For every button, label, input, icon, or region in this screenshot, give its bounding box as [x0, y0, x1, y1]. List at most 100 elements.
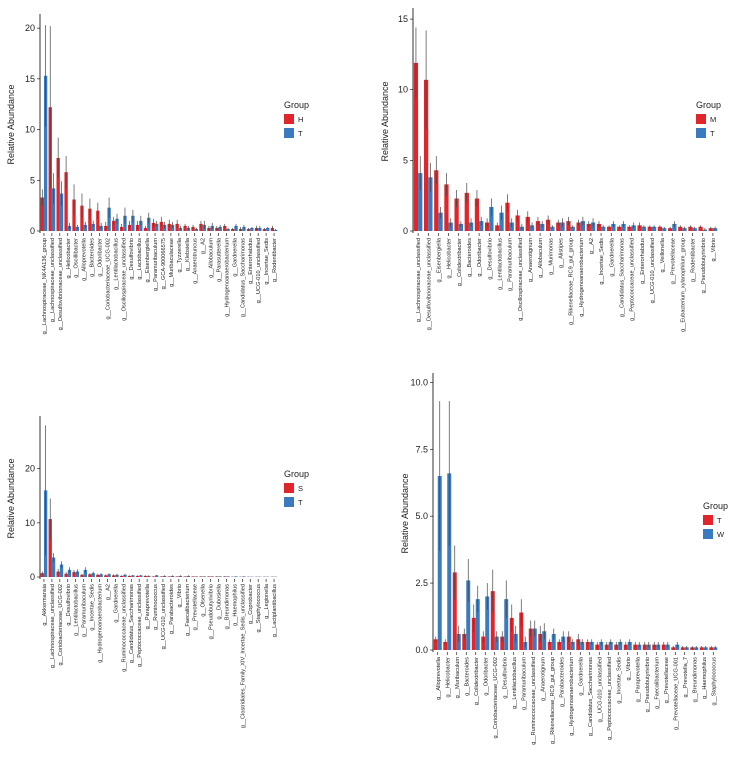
- x-tick-label: g__Gardnerella: [578, 656, 584, 695]
- x-tick-label: g__Coriobacteriaceae_UCG-002: [493, 657, 499, 738]
- bar-T-3: [462, 633, 467, 650]
- x-tick-label: g__Candidatus_Saccharimonas: [588, 657, 594, 736]
- x-tick-label: g__Peptococcaceae_unclassified: [607, 657, 613, 740]
- bar-T-14: [566, 636, 571, 650]
- bar-T-4: [75, 571, 80, 577]
- x-tick-label: g__Vibrio: [626, 657, 632, 681]
- x-tick-label: g__Klebsiella: [185, 237, 191, 271]
- bar-M-20: [617, 226, 622, 231]
- x-tick-label: g__Enterorhabdus: [248, 238, 254, 284]
- x-tick-label: g__Prevotella_7: [683, 657, 689, 697]
- bar-W-20: [627, 641, 632, 650]
- x-tick-label: g__Parasutterella: [217, 237, 223, 282]
- bar-T-26: [250, 227, 254, 231]
- x-tick-label: g__Colidextribacter: [474, 657, 480, 705]
- x-tick-label: g__Hydrogenoanaerobacterium: [569, 657, 575, 736]
- bar-T-16: [580, 221, 586, 231]
- x-tick-label: g__Bacteroides: [90, 238, 96, 277]
- bar-S-4: [72, 572, 76, 577]
- bar-T-20: [621, 223, 626, 231]
- bar-T-6: [91, 223, 95, 231]
- bar-W-1: [447, 473, 452, 650]
- bar-H-0: [40, 197, 44, 231]
- x-tick-label: g__Hydrogenoanaerobacterium: [224, 238, 230, 317]
- x-tick-label: g__Staphylococcus: [256, 584, 262, 633]
- x-tick-label: g__Gardnerella: [609, 237, 615, 276]
- bar-M-4: [454, 198, 459, 231]
- legend-label-S: S: [298, 484, 303, 493]
- x-tick-label: g__UCG-010_unclassified: [597, 657, 603, 722]
- bar-H-23: [223, 225, 227, 231]
- legend-label-M: M: [710, 115, 716, 124]
- bar-T-2: [59, 193, 64, 231]
- bar-H-2: [56, 157, 60, 231]
- bar-W-14: [570, 641, 575, 650]
- x-tick-label: g__A2: [105, 584, 111, 600]
- x-tick-label: g__Ruminococcaceae_unclassified: [121, 584, 127, 672]
- legend-swatch-T: [284, 128, 294, 138]
- bar-M-1: [423, 79, 429, 231]
- x-tick-label: g__Gardnerella: [113, 583, 119, 622]
- bar-T-16: [585, 641, 590, 650]
- bar-T-24: [234, 225, 238, 231]
- x-tick-label: g__Prevotellaceae: [193, 584, 199, 630]
- x-tick-label: g__Lentilactobacillus: [113, 238, 119, 290]
- bar-T-0: [418, 173, 423, 231]
- x-tick-label: g__UCG-010_unclassified: [256, 238, 262, 303]
- bar-T-6: [91, 573, 95, 577]
- x-tick-label: g__Prevotellaceae: [670, 238, 676, 284]
- legend-label-T: T: [298, 129, 303, 138]
- x-tick-label: g__Desulfovibrio: [66, 584, 72, 626]
- chart-panel-top-right: 0 5 10 15 Relative Abundance g__Lachnospirace…: [380, 8, 721, 332]
- bar-W-4: [475, 599, 480, 650]
- bar-T-9: [115, 218, 119, 231]
- bar-H-18: [183, 225, 187, 231]
- bar-T-12: [139, 575, 143, 577]
- x-tick-label: g__Rikenellaceae_RC9_gut_group: [550, 657, 556, 744]
- y-tick-label: 5: [403, 155, 408, 165]
- bar-W-19: [618, 641, 623, 650]
- bar-M-3: [444, 184, 449, 231]
- x-tick-label: g__Faecalibacterium: [654, 657, 660, 709]
- bar-M-15: [566, 221, 571, 231]
- bar-S-0: [40, 573, 44, 577]
- bar-T-16: [170, 224, 175, 231]
- bar-T-8: [107, 574, 111, 577]
- legend: Group TW: [703, 501, 728, 539]
- x-tick-label: g__Candidatus_Saccharimonas: [129, 584, 135, 663]
- bar-W-15: [580, 641, 585, 650]
- bar-W-13: [561, 636, 566, 650]
- y-tick-label: 0: [403, 226, 408, 236]
- x-tick-label: g__Pseudobutyrivibrio: [645, 657, 651, 712]
- bar-T-2: [438, 212, 443, 231]
- legend-swatch-S: [284, 483, 294, 493]
- bar-T-6: [490, 591, 495, 650]
- x-tick-label: g__Coriobacteriaceae_UCG-002: [105, 238, 111, 319]
- x-tick-label: g__Incertae_Sedis: [599, 238, 605, 285]
- bar-T-7: [489, 206, 494, 231]
- bar-T-8: [509, 617, 514, 650]
- x-tick-label: g__Parabacteroides: [169, 584, 175, 634]
- x-tick-label: g__Gardnerella: [232, 237, 238, 276]
- x-tick-label: g__Prevotellaceae_UCG-001: [673, 657, 679, 730]
- bar-T-13: [550, 226, 555, 231]
- legend-swatch-T: [703, 515, 713, 525]
- x-tick-label: g__Faecalibacterium: [185, 584, 191, 636]
- x-tick-label: g__Veillonella: [660, 237, 666, 272]
- bar-T-1: [443, 641, 448, 650]
- bar-T-0: [43, 75, 48, 231]
- x-tick-label: g__Anaerotignum: [528, 238, 534, 283]
- y-axis-title: Relative Abundance: [400, 473, 410, 553]
- bar-H-6: [88, 208, 92, 231]
- bar-T-28: [266, 227, 270, 231]
- bar-M-9: [505, 202, 510, 231]
- x-tick-label: g__GCA-900066575: [161, 238, 167, 289]
- bar-M-16: [576, 222, 581, 231]
- x-tick-label: g__Lentilactobacillus: [512, 657, 518, 709]
- bar-T-5: [83, 224, 87, 231]
- bar-H-20: [199, 223, 203, 231]
- x-tick-label: g__Helicobacter: [447, 238, 453, 279]
- bar-H-9: [112, 220, 116, 231]
- bar-W-5: [485, 596, 490, 650]
